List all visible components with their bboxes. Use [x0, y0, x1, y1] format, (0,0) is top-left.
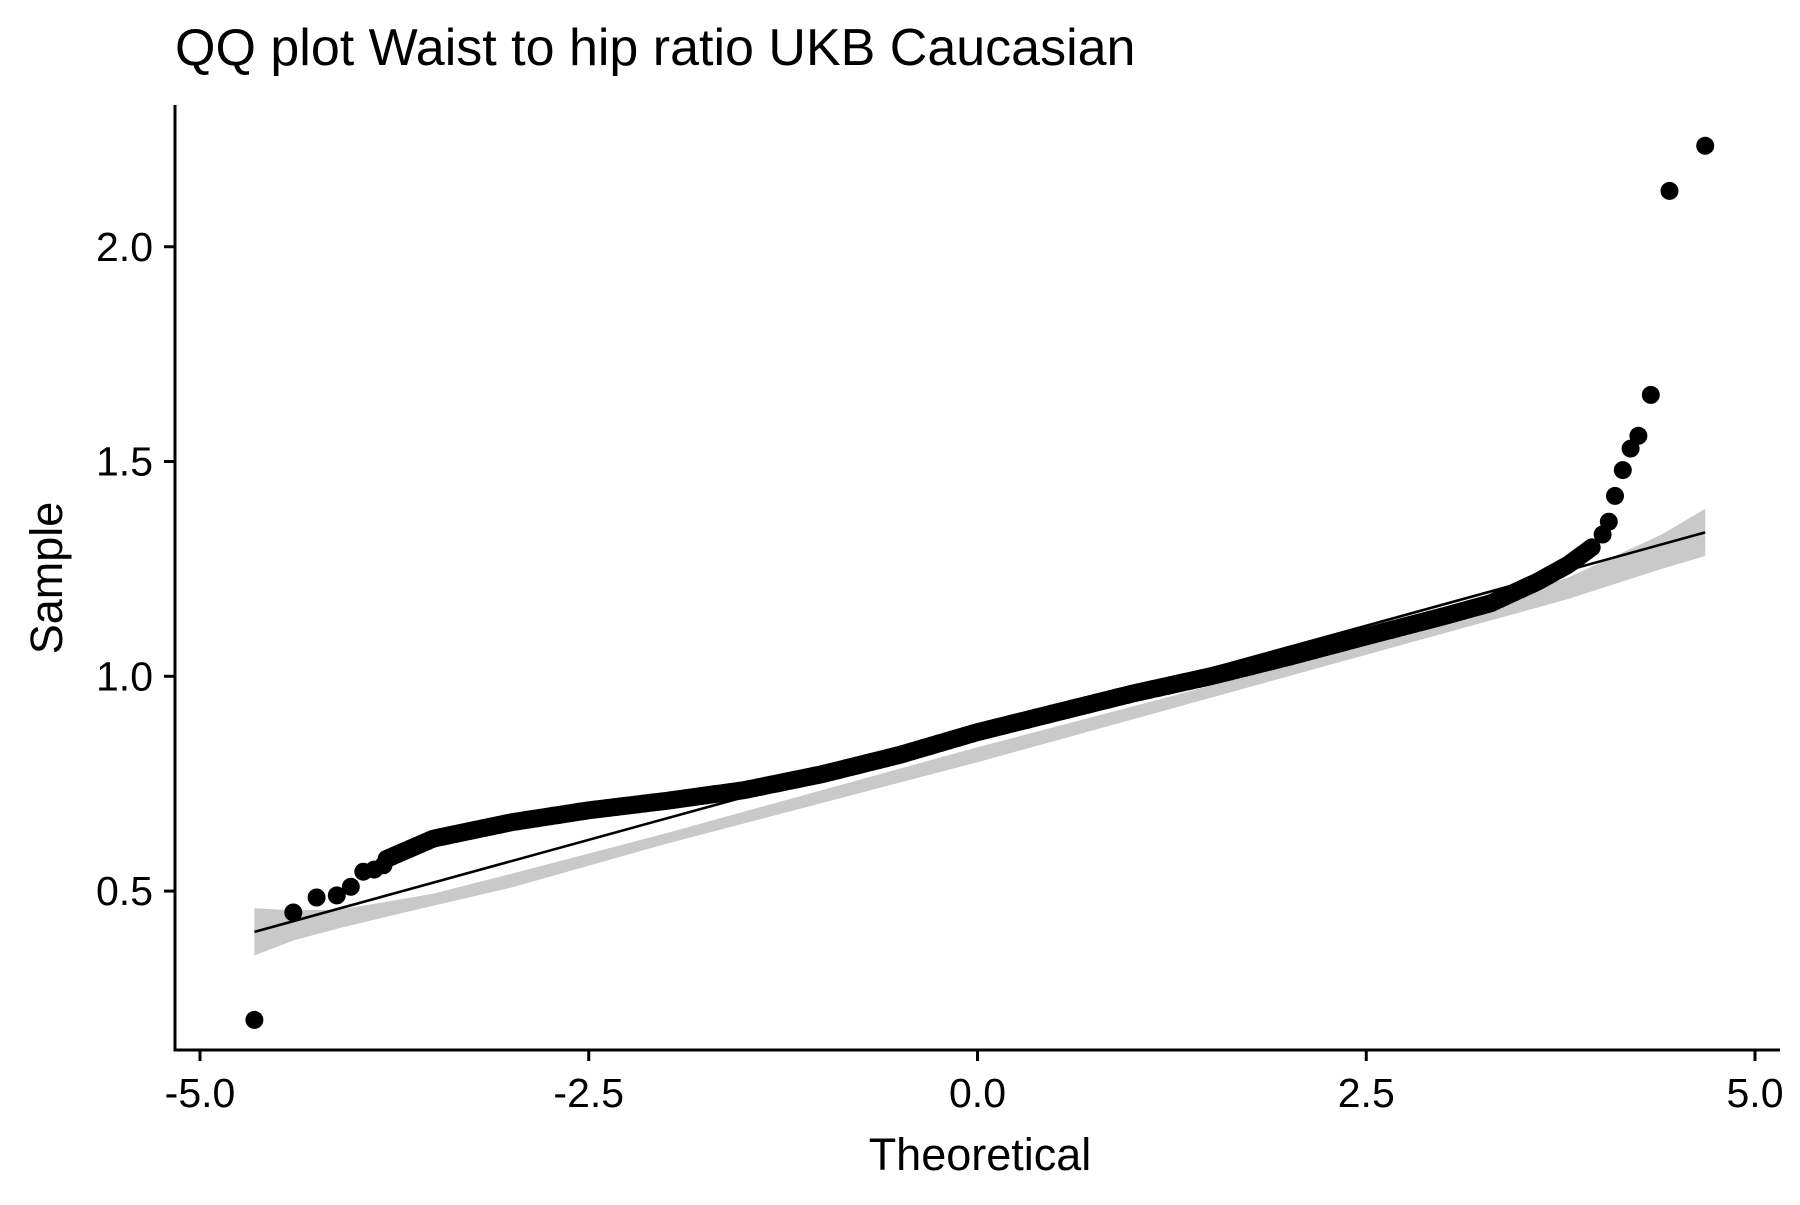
- outlier-point: [1660, 181, 1679, 200]
- outlier-point: [1599, 512, 1618, 531]
- outlier-point: [1606, 486, 1624, 505]
- outlier-point: [1613, 461, 1632, 480]
- x-axis-title: Theoretical: [869, 1129, 1092, 1180]
- y-axis-title: Sample: [21, 502, 72, 655]
- outlier-point: [374, 856, 393, 875]
- chart-title: QQ plot Waist to hip ratio UKB Caucasian: [175, 19, 1135, 77]
- confidence-band: [254, 508, 1706, 956]
- sample-points-layer: [245, 136, 1715, 1029]
- y-tick-label: 1.5: [96, 439, 153, 485]
- outlier-point: [1629, 426, 1648, 445]
- outlier-point: [284, 903, 303, 922]
- outlier-point: [327, 886, 346, 905]
- sample-point: [1582, 538, 1601, 557]
- outlier-point: [245, 1010, 264, 1029]
- x-tick-label: 2.5: [1338, 1070, 1395, 1116]
- x-tick-label: -2.5: [553, 1070, 624, 1116]
- outlier-point: [1641, 385, 1660, 404]
- outlier-point: [341, 877, 360, 896]
- outlier-point: [1696, 136, 1715, 155]
- y-tick-label: 1.0: [96, 653, 153, 699]
- x-tick-label: 5.0: [1727, 1070, 1784, 1116]
- x-tick-label: -5.0: [165, 1070, 236, 1116]
- outlier-point: [307, 888, 326, 907]
- axes-layer: -5.0 -2.5 0.0 2.5 5.0 0.5 1.0 1.5 2.0: [96, 105, 1784, 1116]
- confidence-band-layer: [254, 508, 1706, 956]
- y-tick-label: 0.5: [96, 868, 153, 914]
- y-tick-label: 2.0: [96, 224, 153, 270]
- x-tick-label: 0.0: [949, 1070, 1006, 1116]
